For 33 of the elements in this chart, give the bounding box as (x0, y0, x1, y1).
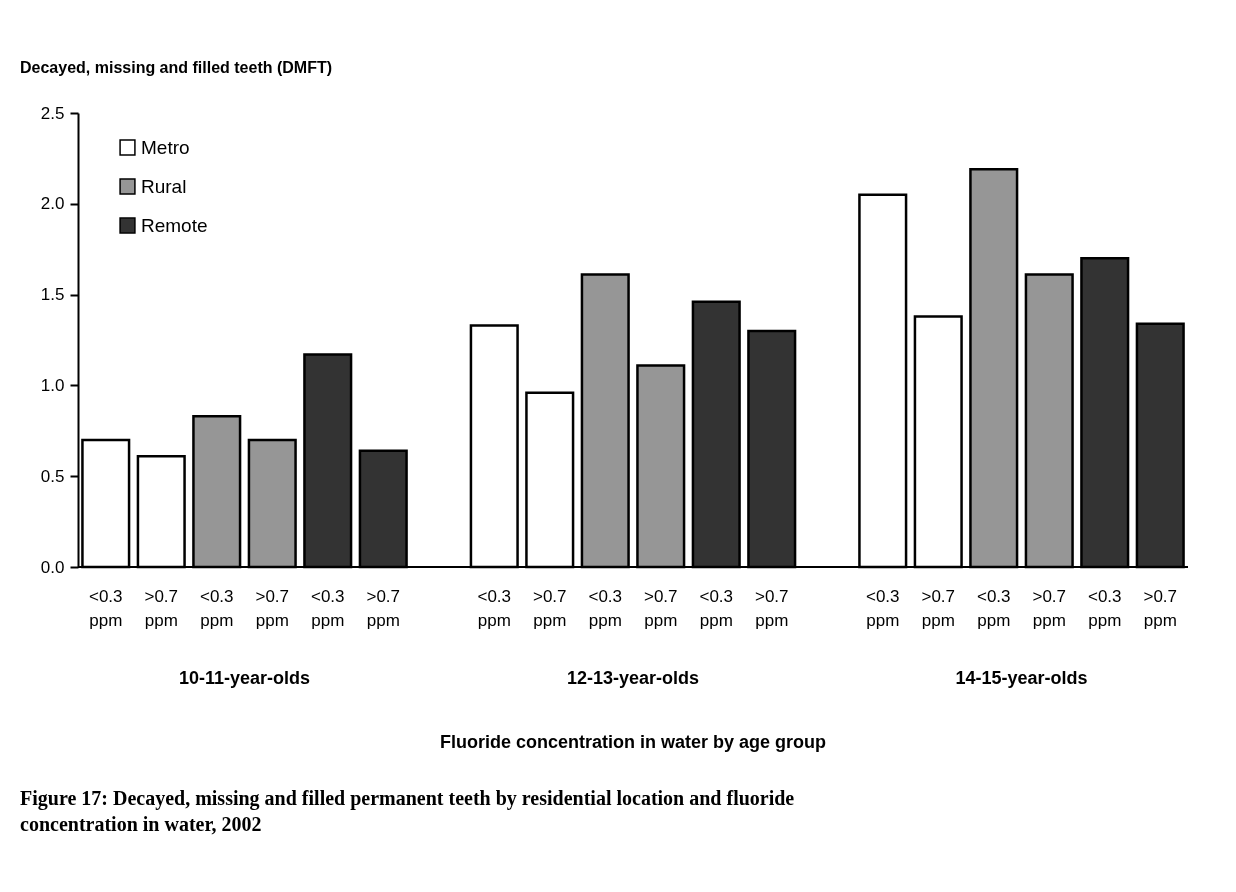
y-tick-label: 2.5 (40, 103, 65, 123)
text: Fluoride concentration in water by age group (439, 732, 827, 752)
y-tick-label: 2.0 (40, 194, 65, 214)
x-tick-label: >0.7 ppm (144, 587, 179, 630)
x-tick-label: <0.3 ppm (88, 587, 123, 630)
x-tick-label: <0.3 ppm (976, 587, 1011, 630)
x-tick-label: >0.7 ppm (643, 587, 678, 630)
legend-label: Metro (141, 136, 190, 158)
text: 14-15-year-olds (955, 668, 1088, 688)
x-tick-label: <0.3 ppm (199, 587, 234, 630)
x-tick-label: <0.3 ppm (477, 587, 512, 630)
legend-label: Rural (141, 175, 187, 197)
y-tick-label: 0.0 (40, 557, 65, 577)
y-axis-title: Decayed, missing and filled teeth (DMFT) (20, 59, 333, 76)
x-tick-label: >0.7 ppm (532, 587, 567, 630)
x-tick-label: <0.3 ppm (588, 587, 623, 630)
x-tick-label: <0.3 ppm (1087, 587, 1122, 630)
y-tick-label: 1.5 (40, 285, 65, 305)
text: 12-13-year-olds (566, 668, 700, 688)
x-tick-label: >0.7 ppm (921, 587, 956, 630)
x-tick-label: >0.7 ppm (754, 587, 789, 630)
legend-label: Remote (141, 214, 208, 236)
x-tick-label: >0.7 ppm (1032, 587, 1067, 630)
x-tick-label: <0.3 ppm (699, 587, 734, 630)
x-tick-label: <0.3 ppm (865, 587, 900, 630)
text: Figure 17: Decayed, missing and filled permanent teeth by residential location and fluoride concentration in water, 2002 (20, 787, 795, 835)
x-tick-label: >0.7 ppm (1143, 587, 1178, 630)
y-tick-label: 1.0 (40, 375, 65, 395)
text: 10-11-year-olds (178, 668, 311, 688)
x-tick-label: >0.7 ppm (255, 587, 290, 630)
x-tick-label: <0.3 ppm (310, 587, 345, 630)
x-tick-label: >0.7 ppm (366, 587, 401, 630)
y-tick-label: 0.5 (40, 466, 65, 486)
